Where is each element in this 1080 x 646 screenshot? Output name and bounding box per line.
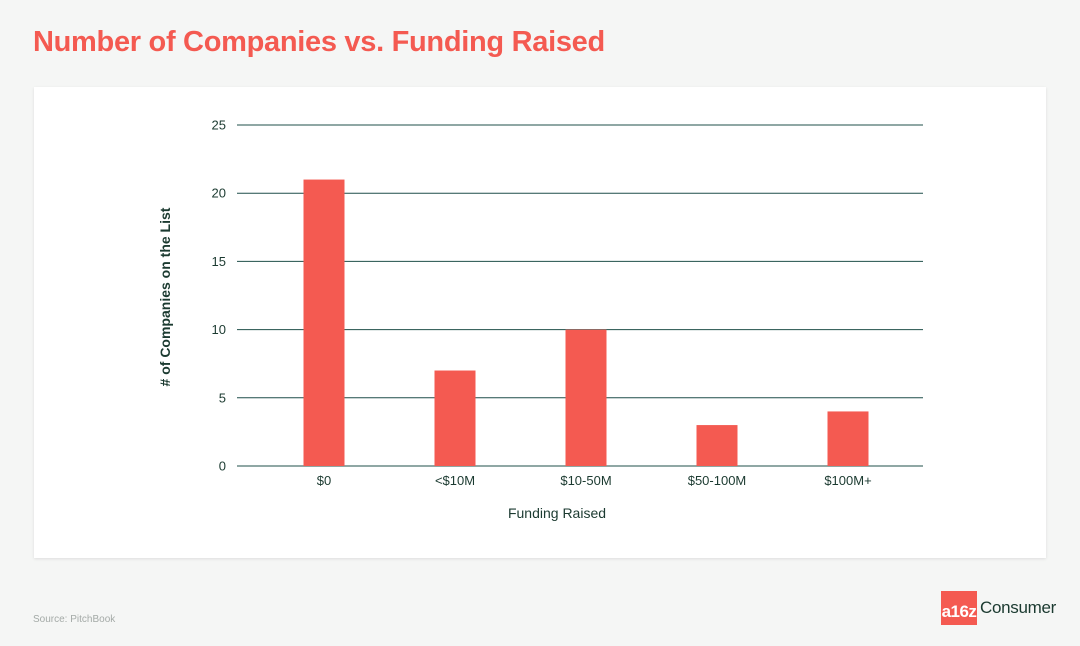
bars [303, 179, 869, 466]
x-tick-label: $10-50M [560, 473, 611, 488]
source-note: Source: PitchBook [33, 614, 116, 625]
page-title: Number of Companies vs. Funding Raised [33, 26, 605, 58]
y-tick-label: 15 [212, 254, 226, 269]
y-tick-labels: 0 5 10 15 20 25 [212, 118, 226, 474]
bar [303, 179, 345, 466]
y-tick-label: 20 [212, 186, 226, 201]
bar [434, 370, 476, 466]
logo-wordmark: Consumer [980, 598, 1057, 617]
bar [696, 425, 738, 466]
x-tick-label: $50-100M [688, 473, 747, 488]
x-tick-label: <$10M [435, 473, 475, 488]
a16z-logo-mark: a16z [941, 591, 977, 625]
x-tick-label: $100M+ [824, 473, 871, 488]
x-tick-label: $0 [317, 473, 331, 488]
y-tick-label: 0 [219, 459, 226, 474]
y-tick-label: 25 [212, 118, 226, 133]
a16z-consumer-logo: a16z Consumer [941, 591, 1056, 625]
y-tick-label: 10 [212, 322, 226, 337]
y-axis-title: # of Companies on the List [157, 207, 173, 386]
bar [827, 411, 869, 466]
y-tick-label: 5 [219, 390, 226, 405]
x-tick-labels: $0 <$10M $10-50M $50-100M $100M+ [317, 473, 872, 488]
x-axis-title: Funding Raised [508, 505, 606, 521]
chart-card: 0 5 10 15 20 25 $0 <$10M $10-50M $50-100M $100M+ … [34, 87, 1046, 558]
bar [565, 329, 607, 466]
